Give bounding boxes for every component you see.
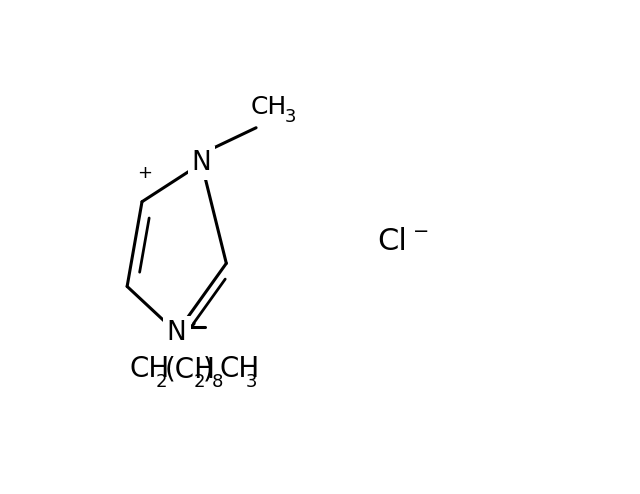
Text: (CH: (CH [164, 355, 215, 383]
Text: −: − [413, 222, 429, 241]
Text: Cl: Cl [378, 227, 408, 256]
Text: 2: 2 [194, 373, 205, 391]
Text: N: N [167, 320, 187, 346]
Text: 8: 8 [211, 373, 223, 391]
Text: 3: 3 [284, 109, 296, 126]
Text: CH: CH [129, 355, 170, 383]
Text: ): ) [203, 355, 214, 383]
Text: CH: CH [220, 355, 260, 383]
Text: 2: 2 [156, 373, 167, 391]
Text: N: N [191, 150, 211, 176]
Text: CH: CH [251, 95, 287, 119]
Text: +: + [137, 165, 152, 182]
Text: 3: 3 [246, 373, 257, 391]
